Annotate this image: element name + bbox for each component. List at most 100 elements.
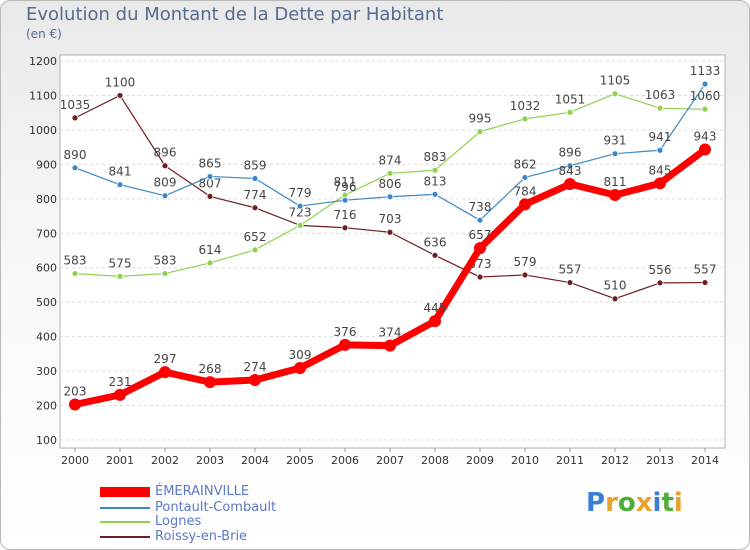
data-label-pontault-combault: 865	[199, 156, 222, 170]
logo-letter: P	[586, 488, 606, 518]
data-point--merainville	[429, 315, 441, 328]
data-point-lognes	[296, 221, 304, 229]
data-label-roissy-en-brie: 896	[154, 146, 177, 160]
data-point-lognes	[656, 104, 664, 112]
data-point-pontault-combault	[296, 202, 304, 210]
x-tick-label: 2006	[331, 454, 359, 467]
data-point--merainville	[609, 189, 621, 202]
logo-letter: i	[673, 488, 683, 518]
data-point--merainville	[474, 242, 486, 255]
data-label-roissy-en-brie: 557	[559, 263, 582, 277]
data-label-pontault-combault: 779	[289, 186, 312, 200]
data-label-roissy-en-brie: 1035	[60, 98, 91, 112]
x-tick-label: 2014	[691, 454, 719, 467]
data-point-lognes	[521, 115, 529, 123]
data-label-pontault-combault: 738	[469, 200, 492, 214]
y-tick-label: 400	[36, 331, 57, 344]
data-point-pontault-combault	[701, 80, 709, 88]
logo-letter: r	[605, 488, 618, 518]
data-label--merainville: 203	[64, 385, 87, 399]
legend-swatch-lognes	[100, 521, 150, 523]
data-point-lognes	[431, 166, 439, 174]
x-tick-label: 2002	[151, 454, 179, 467]
data-label--merainville: 843	[559, 164, 582, 178]
data-point-roissy-en-brie	[611, 295, 619, 303]
data-label--merainville: 784	[514, 184, 537, 198]
data-label-lognes: 652	[244, 230, 267, 244]
y-tick-label: 1000	[29, 124, 57, 137]
data-point-pontault-combault	[71, 164, 79, 172]
data-label--merainville: 376	[334, 325, 357, 339]
data-point--merainville	[294, 361, 306, 374]
x-tick-label: 2013	[646, 454, 674, 467]
data-label-roissy-en-brie: 1100	[105, 75, 136, 89]
data-label--merainville: 268	[199, 362, 222, 376]
data-label-lognes: 583	[64, 254, 87, 268]
data-point-pontault-combault	[566, 162, 574, 170]
data-point-pontault-combault	[161, 192, 169, 200]
x-tick-label: 2012	[601, 454, 629, 467]
data-point--merainville	[384, 339, 396, 352]
data-label-lognes: 1051	[555, 92, 586, 106]
data-point--merainville	[654, 177, 666, 190]
data-point-pontault-combault	[521, 174, 529, 181]
data-point-roissy-en-brie	[341, 224, 349, 232]
data-label-lognes: 811	[334, 175, 357, 189]
y-tick-label: 600	[36, 262, 57, 275]
data-point-roissy-en-brie	[161, 162, 169, 170]
data-point--merainville	[699, 143, 711, 156]
data-label-lognes: 995	[469, 112, 492, 126]
data-label-roissy-en-brie: 774	[244, 188, 267, 202]
data-point-lognes	[206, 259, 214, 267]
data-point-pontault-combault	[611, 150, 619, 158]
y-tick-label: 1100	[29, 89, 57, 102]
x-tick-label: 2010	[511, 454, 539, 467]
data-label-lognes: 883	[424, 150, 447, 164]
plot-area	[59, 54, 726, 449]
data-point--merainville	[564, 178, 576, 191]
logo-letter: t	[661, 488, 674, 518]
data-label--merainville: 657	[469, 228, 492, 242]
proxiti-logo: Proxiti	[586, 488, 683, 518]
x-tick-label: 2007	[376, 454, 404, 467]
data-point-pontault-combault	[116, 181, 124, 189]
data-point-pontault-combault	[656, 146, 664, 154]
data-label-pontault-combault: 931	[604, 134, 627, 148]
x-tick-label: 2009	[466, 454, 494, 467]
data-label-pontault-combault: 841	[109, 165, 132, 179]
data-point-pontault-combault	[386, 193, 394, 201]
x-tick-label: 2005	[286, 454, 314, 467]
data-point-lognes	[566, 108, 574, 116]
data-label-lognes: 874	[379, 153, 402, 167]
data-label-lognes: 583	[154, 254, 177, 268]
data-label-roissy-en-brie: 510	[604, 279, 627, 293]
data-point-roissy-en-brie	[701, 279, 709, 286]
data-label--merainville: 811	[604, 175, 627, 189]
data-label-roissy-en-brie: 579	[514, 255, 537, 269]
data-point--merainville	[519, 198, 531, 211]
data-label-roissy-en-brie: 703	[379, 212, 402, 226]
x-tick-label: 2001	[106, 454, 134, 467]
data-label-roissy-en-brie: 807	[199, 176, 222, 190]
data-point-lognes	[71, 270, 79, 277]
logo-letter: i	[652, 488, 662, 518]
data-label-pontault-combault: 806	[379, 177, 402, 191]
data-label--merainville: 297	[154, 352, 177, 366]
data-point-lognes	[116, 272, 124, 280]
logo-letter: o	[617, 488, 636, 518]
data-label-lognes: 614	[199, 243, 222, 257]
data-point-roissy-en-brie	[521, 271, 529, 279]
data-point-pontault-combault	[431, 190, 439, 198]
data-point-roissy-en-brie	[566, 279, 574, 286]
y-tick-label: 700	[36, 227, 57, 240]
y-tick-label: 300	[36, 365, 57, 378]
data-point-pontault-combault	[206, 173, 214, 180]
data-label-lognes: 1032	[510, 99, 541, 113]
data-label-lognes: 1060	[690, 89, 721, 103]
data-point-lognes	[251, 246, 259, 254]
x-tick-label: 2008	[421, 454, 449, 467]
data-label--merainville: 943	[694, 130, 717, 144]
data-point--merainville	[159, 366, 171, 379]
data-point-roissy-en-brie	[431, 251, 439, 259]
data-point-roissy-en-brie	[251, 204, 259, 212]
